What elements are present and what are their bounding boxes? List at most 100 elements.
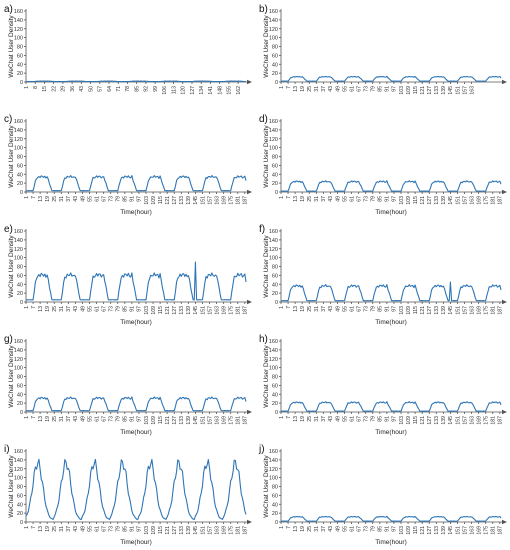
x-tick-label: 37 <box>321 526 327 532</box>
x-tick-label: 73 <box>364 526 370 532</box>
y-axis-label: WeChat User Density <box>263 15 270 78</box>
x-tick-label: 43 <box>328 416 334 422</box>
x-tick-label: 148 <box>217 86 223 95</box>
y-tick-label: 80 <box>17 155 23 161</box>
y-tick-label: 100 <box>14 476 23 482</box>
y-axis-label: WeChat User Density <box>263 345 270 408</box>
x-tick-label: 73 <box>364 86 370 92</box>
x-tick-label: 79 <box>116 306 122 312</box>
x-tick-label: 1 <box>24 196 30 199</box>
y-tick-label: 40 <box>272 172 278 178</box>
x-axis-label: Time(hour) <box>120 539 152 546</box>
x-tick-label: 97 <box>137 416 143 422</box>
x-axis-label: Time(hour) <box>120 209 152 216</box>
y-tick-label: 0 <box>20 520 23 526</box>
x-tick-label: 1 <box>279 306 285 309</box>
x-tick-label: 109 <box>406 306 412 315</box>
x-tick-label: 37 <box>66 306 72 312</box>
x-tick-label: 106 <box>162 86 168 95</box>
x-tick-label: 91 <box>385 416 391 422</box>
x-tick-label: 7 <box>31 196 37 199</box>
x-tick-label: 169 <box>221 416 227 425</box>
series-line <box>25 458 247 521</box>
x-tick-label: 155 <box>227 86 233 95</box>
x-tick-label: 91 <box>130 306 136 312</box>
x-tick-label: 13 <box>293 306 299 312</box>
x-axis-label: Time(hour) <box>375 429 407 436</box>
y-tick-label: 100 <box>269 476 278 482</box>
x-tick-label: 19 <box>300 306 306 312</box>
y-tick-label: 120 <box>269 247 278 253</box>
x-tick-label: 157 <box>462 306 468 315</box>
x-tick-label: 157 <box>462 196 468 205</box>
series-line <box>280 281 502 302</box>
x-tick-label: 55 <box>87 416 93 422</box>
x-tick-label: 127 <box>190 86 196 95</box>
x-tick-label: 7 <box>31 526 37 529</box>
x-axis-arrow-icon <box>247 519 252 525</box>
x-tick-label: 109 <box>151 416 157 425</box>
panel-label: i) <box>4 444 10 455</box>
x-tick-label: 61 <box>94 526 100 532</box>
x-tick-label: 121 <box>420 306 426 315</box>
x-tick-label: 43 <box>73 306 79 312</box>
x-tick-label: 175 <box>484 196 490 205</box>
y-tick-label: 140 <box>269 128 278 134</box>
x-tick-label: 97 <box>392 306 398 312</box>
x-tick-label: 1 <box>24 86 30 89</box>
x-tick-label: 67 <box>356 306 362 312</box>
x-axis-label: Time(hour) <box>120 429 152 436</box>
x-tick-label: 187 <box>498 306 504 315</box>
x-tick-label: 169 <box>476 416 482 425</box>
y-tick-label: 160 <box>269 449 278 455</box>
y-tick-label: 0 <box>20 190 23 196</box>
x-axis-arrow-icon <box>247 189 252 195</box>
x-tick-label: 31 <box>59 196 65 202</box>
y-tick-label: 40 <box>17 62 23 68</box>
x-tick-label: 61 <box>349 86 355 92</box>
y-tick-label: 40 <box>272 392 278 398</box>
x-tick-label: 73 <box>109 306 115 312</box>
x-axis-arrow-icon <box>502 519 507 525</box>
x-tick-label: 139 <box>441 306 447 315</box>
x-tick-label: 61 <box>94 306 100 312</box>
y-tick-label: 0 <box>275 520 278 526</box>
x-tick-label: 103 <box>144 416 150 425</box>
x-tick-label: 43 <box>328 526 334 532</box>
series-line <box>280 75 502 82</box>
y-tick-label: 40 <box>17 282 23 288</box>
x-tick-label: 7 <box>286 86 292 89</box>
x-tick-label: 64 <box>107 86 113 92</box>
y-tick-label: 20 <box>17 511 23 517</box>
x-tick-label: 79 <box>116 416 122 422</box>
y-tick-label: 160 <box>269 229 278 235</box>
x-tick-label: 49 <box>80 416 86 422</box>
x-tick-label: 113 <box>171 86 177 94</box>
x-axis-label: Time(hour) <box>375 539 407 546</box>
x-tick-label: 127 <box>427 526 433 535</box>
y-tick-label: 40 <box>17 502 23 508</box>
x-tick-label: 25 <box>307 416 313 422</box>
y-tick-label: 20 <box>17 71 23 77</box>
panel-j: j) 0 20 40 60 80 100 120 140 160 WeChat User Densi… <box>255 440 510 550</box>
y-axis-label: WeChat User Density <box>263 455 270 518</box>
x-tick-label: 187 <box>498 416 504 425</box>
panel-label: d) <box>259 114 268 125</box>
x-tick-label: 163 <box>214 416 220 425</box>
x-tick-label: 145 <box>193 526 199 535</box>
x-tick-label: 85 <box>123 416 129 422</box>
x-tick-label: 61 <box>94 196 100 202</box>
x-tick-label: 25 <box>307 306 313 312</box>
x-tick-label: 121 <box>165 306 171 315</box>
x-tick-label: 49 <box>80 306 86 312</box>
x-tick-label: 115 <box>158 416 164 424</box>
x-tick-label: 139 <box>441 196 447 205</box>
x-tick-label: 1 <box>24 526 30 529</box>
x-tick-label: 67 <box>101 416 107 422</box>
x-tick-label: 115 <box>413 526 419 534</box>
x-tick-label: 55 <box>87 306 93 312</box>
x-tick-label: 1 <box>24 306 30 309</box>
x-tick-label: 151 <box>455 416 461 425</box>
x-tick-label: 25 <box>52 306 58 312</box>
